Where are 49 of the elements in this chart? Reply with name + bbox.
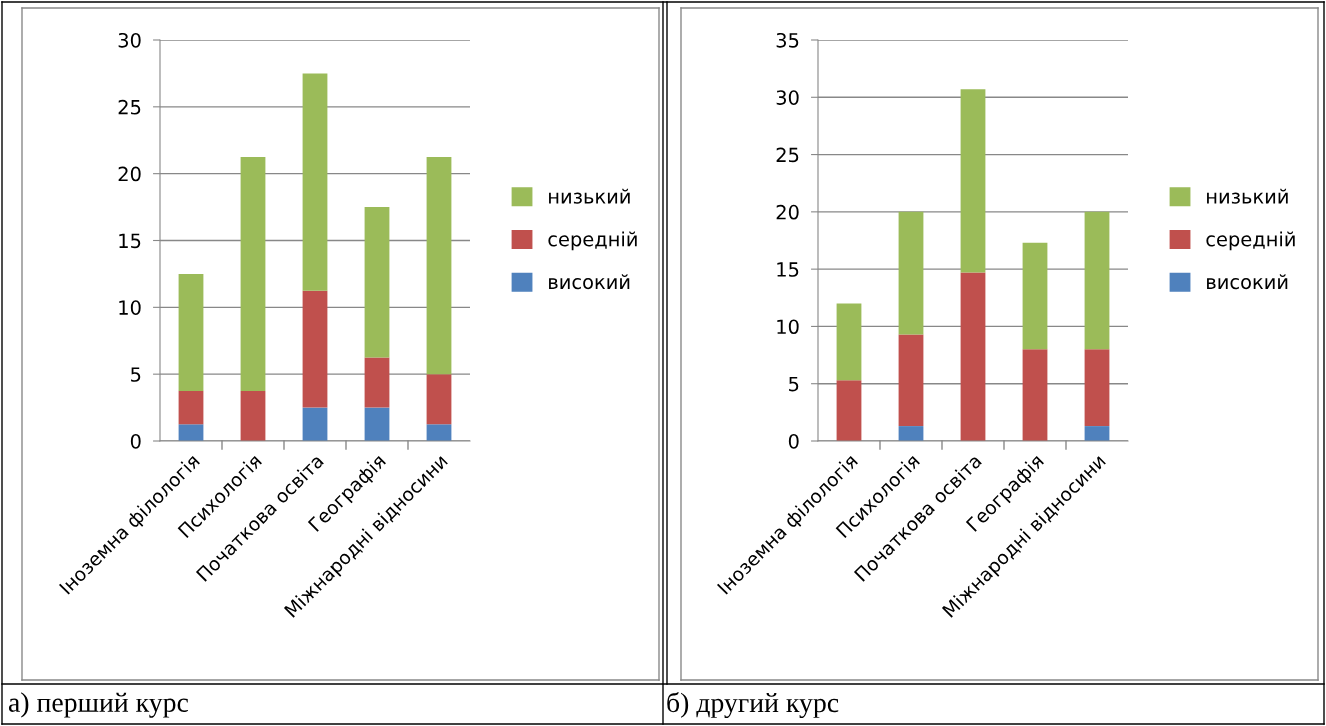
y-tick-label: 0	[788, 433, 799, 449]
bar	[960, 89, 986, 273]
bar	[178, 273, 204, 391]
bar	[302, 290, 328, 408]
y-tick-label: 15	[777, 262, 799, 277]
bar	[836, 303, 862, 381]
text: б) другий курс	[667, 692, 839, 718]
bar	[426, 374, 452, 425]
bar	[240, 156, 266, 391]
bar	[960, 272, 986, 441]
bar	[1084, 426, 1110, 441]
y-tick-label: 15	[119, 233, 141, 249]
legend-label: високий	[549, 274, 630, 290]
y-tick-label: 30	[118, 32, 141, 48]
y-tick-label: 10	[777, 319, 799, 335]
bar	[836, 380, 862, 441]
bar	[898, 211, 924, 335]
legend-label: високий	[1207, 274, 1288, 290]
legend-label: низький	[549, 188, 630, 204]
y-tick-label: 10	[119, 300, 141, 315]
bar	[302, 407, 328, 441]
legend-label: середній	[548, 231, 637, 251]
y-tick-label: 25	[776, 147, 799, 163]
text: а) перший курс	[8, 692, 189, 718]
bar	[364, 207, 390, 358]
bar	[1022, 242, 1048, 350]
y-tick-label: 5	[131, 367, 141, 382]
y-tick-label: 25	[118, 99, 141, 115]
bar	[1022, 349, 1048, 441]
bar	[364, 407, 390, 441]
y-tick-label: 5	[789, 376, 799, 392]
y-tick-label: 0	[130, 433, 141, 449]
legend-label: низький	[1207, 188, 1288, 204]
bar	[426, 424, 452, 441]
bar	[1084, 211, 1110, 350]
y-tick-label: 20	[776, 204, 799, 220]
bar	[302, 73, 328, 291]
y-tick-label: 35	[776, 32, 799, 48]
bar	[178, 424, 204, 441]
bar	[426, 156, 452, 375]
legend-label: середній	[1206, 231, 1295, 251]
bar	[898, 334, 924, 427]
bar	[178, 390, 204, 425]
bar	[1084, 349, 1110, 427]
bar	[898, 426, 924, 441]
y-tick-label: 30	[776, 90, 799, 105]
bar	[240, 390, 266, 441]
y-tick-label: 20	[118, 166, 141, 182]
bar	[364, 357, 390, 408]
